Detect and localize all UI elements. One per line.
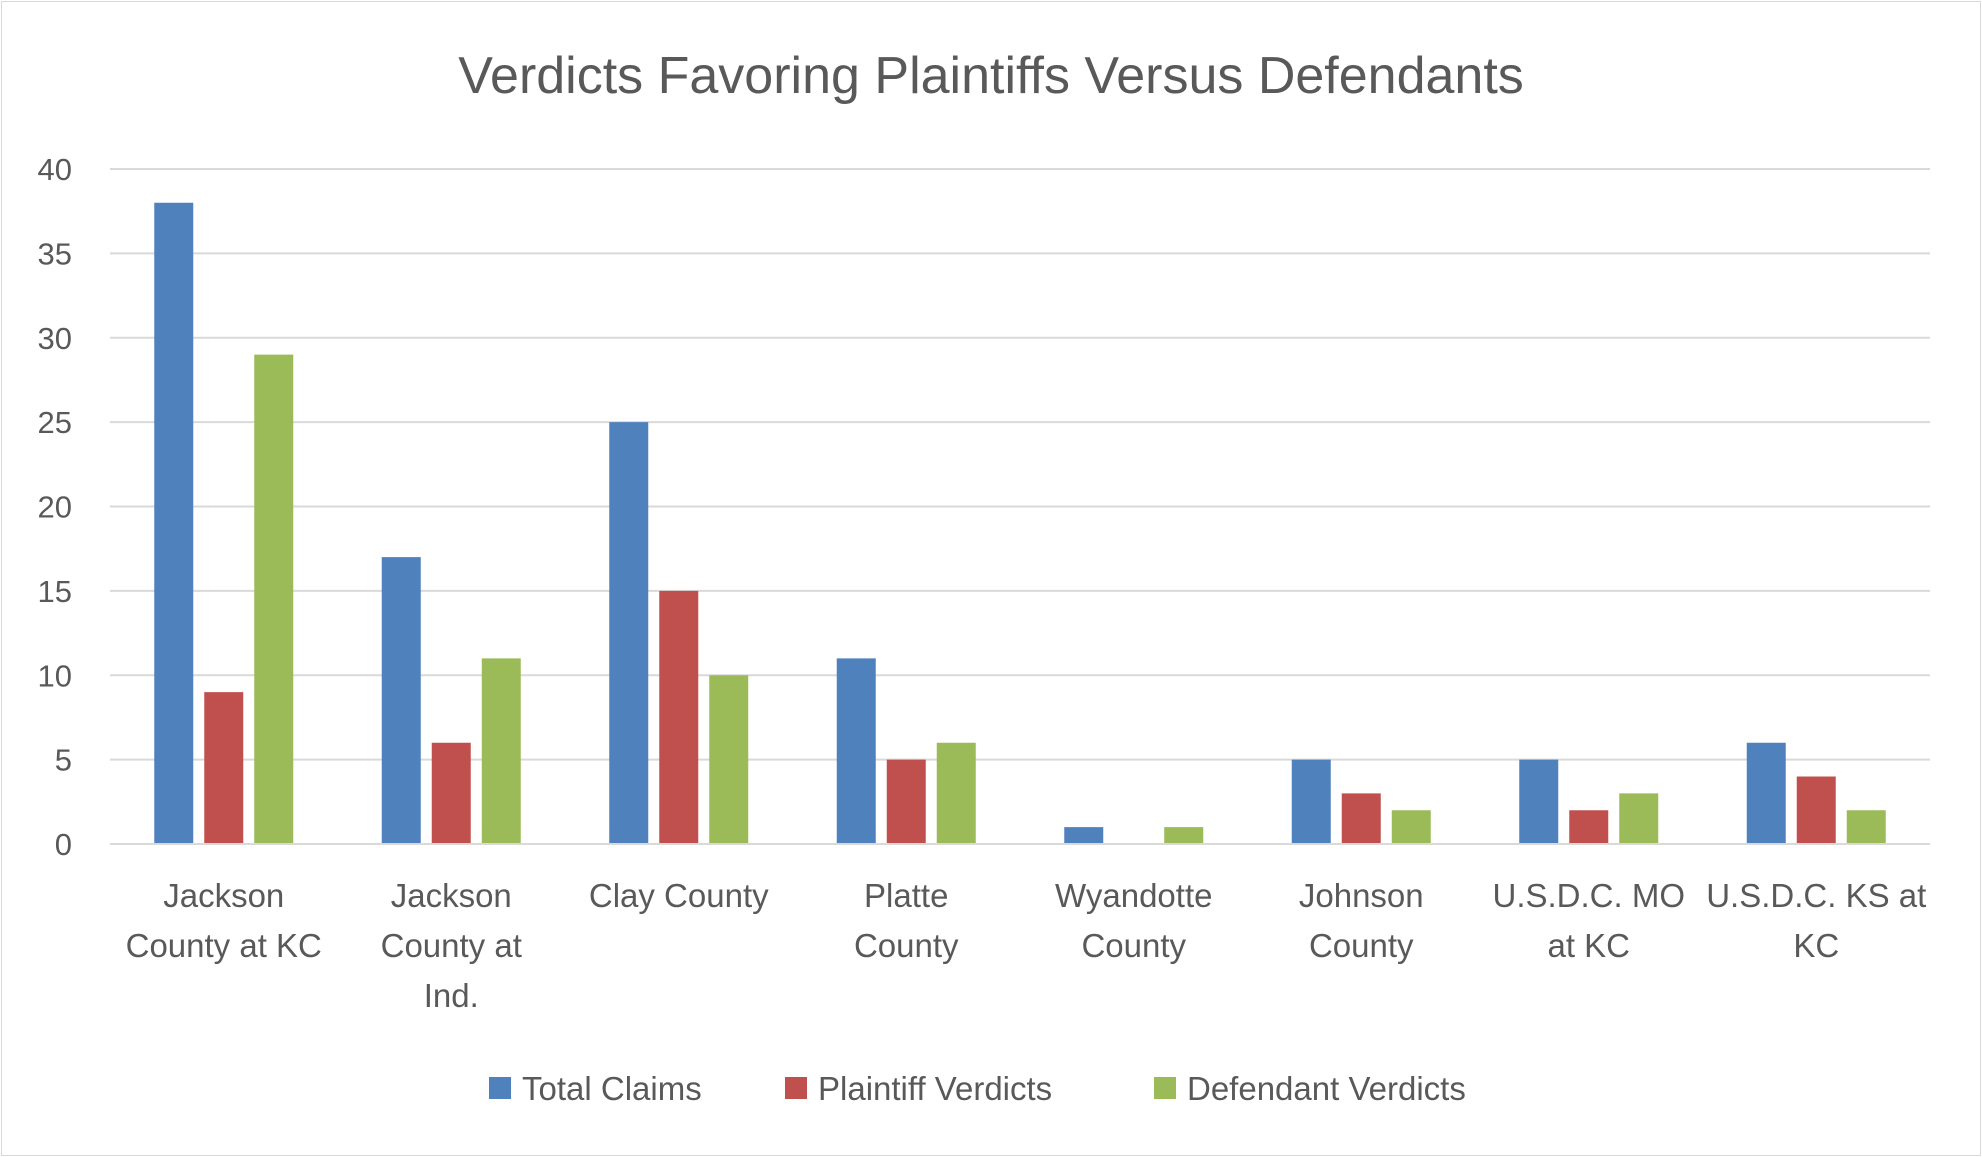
x-category-label: County (1081, 927, 1186, 964)
bar-plaintiff-verdicts (204, 692, 244, 844)
legend-label: Plaintiff Verdicts (818, 1070, 1052, 1107)
bar-total-claims (609, 422, 649, 844)
y-tick-label: 5 (55, 743, 72, 778)
x-category-label: U.S.D.C. MO (1492, 877, 1685, 914)
y-tick-label: 0 (55, 827, 72, 862)
bar-total-claims (1746, 742, 1786, 844)
y-axis-tick-labels: 0 5 10 15 20 25 30 35 40 (38, 152, 72, 862)
x-category-label: County at KC (126, 927, 322, 964)
legend-swatch (1154, 1077, 1176, 1099)
bar-plaintiff-verdicts (659, 590, 699, 844)
x-category-label: U.S.D.C. KS at (1706, 877, 1926, 914)
chart-title: Verdicts Favoring Plaintiffs Versus Defe… (458, 47, 1524, 105)
bar-plaintiff-verdicts (886, 759, 926, 844)
bar-total-claims (1291, 759, 1331, 844)
bar-defendant-verdicts (709, 675, 749, 844)
x-category-label: Platte (864, 877, 948, 914)
bar-total-claims (1064, 827, 1104, 844)
bar-defendant-verdicts (1164, 827, 1204, 844)
bar-total-claims (836, 658, 876, 844)
bar-plaintiff-verdicts (1569, 810, 1609, 844)
bar-plaintiff-verdicts (1796, 776, 1836, 844)
x-category-label: Jackson (391, 877, 512, 914)
y-tick-label: 15 (38, 574, 72, 609)
bar-plaintiff-verdicts (431, 742, 471, 844)
bar-plaintiff-verdicts (1341, 793, 1381, 844)
bar-total-claims (381, 557, 421, 844)
x-category-label: KC (1793, 927, 1839, 964)
x-category-label: Ind. (424, 977, 479, 1014)
x-category-label: Johnson (1299, 877, 1424, 914)
legend-label: Defendant Verdicts (1187, 1070, 1466, 1107)
x-category-label: Wyandotte (1055, 877, 1212, 914)
x-category-label: at KC (1547, 927, 1630, 964)
x-category-label: County at (381, 927, 522, 964)
legend-label: Total Claims (522, 1070, 702, 1107)
legend: Total Claims Plaintiff Verdicts Defendant … (489, 1070, 1466, 1107)
bar-defendant-verdicts (1391, 810, 1431, 844)
bar-defendant-verdicts (1846, 810, 1886, 844)
legend-swatch (489, 1077, 511, 1099)
x-axis-category-labels: Jackson County at KC Jackson County at Ind. C… (126, 877, 1927, 1014)
bar-defendant-verdicts (254, 354, 294, 844)
legend-swatch (785, 1077, 807, 1099)
bar-defendant-verdicts (936, 742, 976, 844)
y-tick-label: 30 (38, 321, 72, 356)
x-category-label: County (1309, 927, 1414, 964)
bars (110, 202, 1930, 845)
y-tick-label: 10 (38, 658, 72, 693)
bar-total-claims (154, 202, 194, 844)
y-tick-label: 20 (38, 490, 72, 525)
y-tick-label: 25 (38, 405, 72, 440)
x-category-label: County (854, 927, 959, 964)
x-category-label: Clay County (589, 877, 769, 914)
y-tick-label: 40 (38, 152, 72, 187)
y-tick-label: 35 (38, 236, 72, 271)
bar-defendant-verdicts (1619, 793, 1659, 844)
bar-defendant-verdicts (481, 658, 521, 844)
bar-total-claims (1519, 759, 1559, 844)
x-category-label: Jackson (163, 877, 284, 914)
